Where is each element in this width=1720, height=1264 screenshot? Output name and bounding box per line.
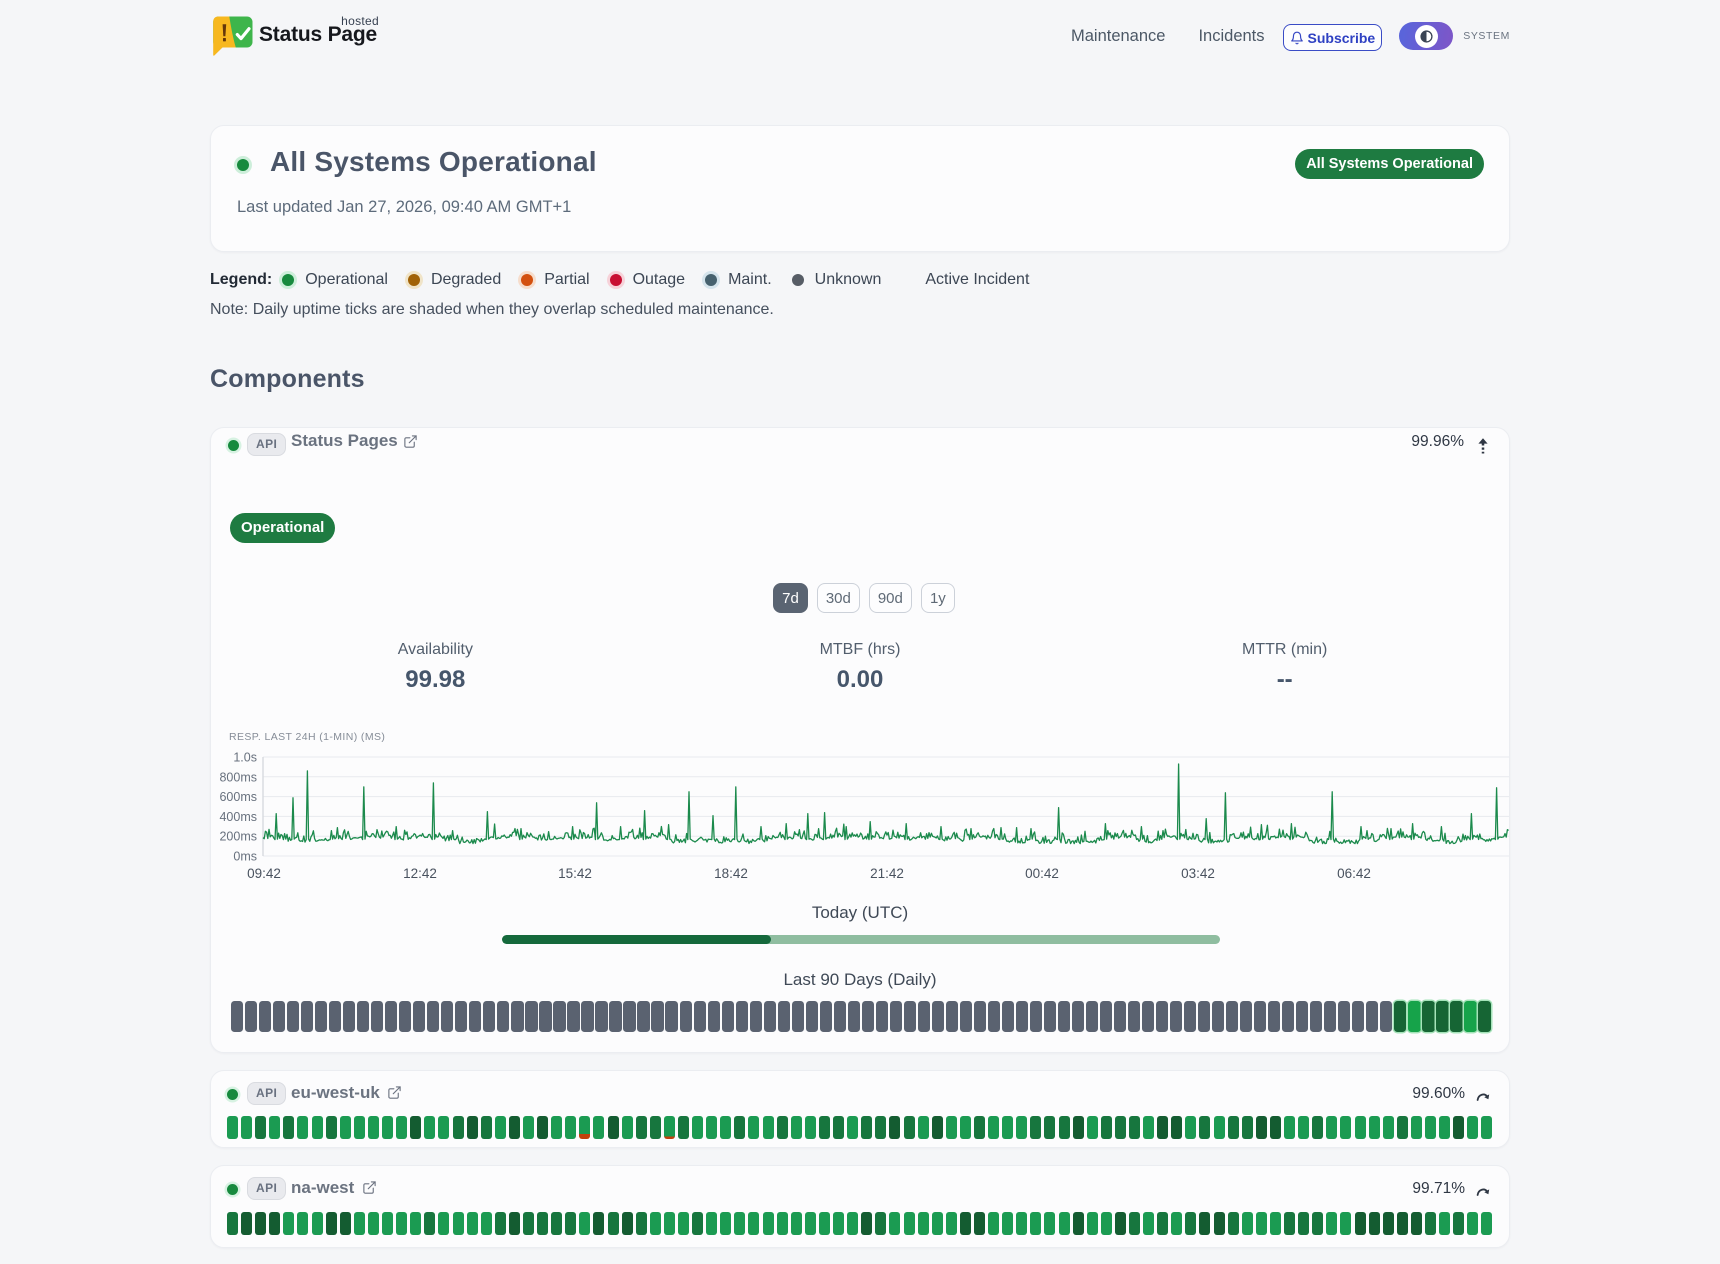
svg-text:00:42: 00:42 [1025, 866, 1059, 881]
svg-text:800ms: 800ms [219, 770, 257, 784]
svg-text:21:42: 21:42 [870, 866, 904, 881]
svg-text:18:42: 18:42 [714, 866, 748, 881]
svg-text:600ms: 600ms [219, 790, 257, 804]
svg-text:400ms: 400ms [219, 810, 257, 824]
svg-text:0ms: 0ms [233, 850, 257, 864]
svg-text:06:42: 06:42 [1337, 866, 1371, 881]
svg-text:12:42: 12:42 [403, 866, 437, 881]
svg-text:200ms: 200ms [219, 830, 257, 844]
svg-text:03:42: 03:42 [1181, 866, 1215, 881]
svg-text:09:42: 09:42 [247, 866, 281, 881]
svg-text:1.0s: 1.0s [233, 751, 257, 765]
svg-text:15:42: 15:42 [558, 866, 592, 881]
